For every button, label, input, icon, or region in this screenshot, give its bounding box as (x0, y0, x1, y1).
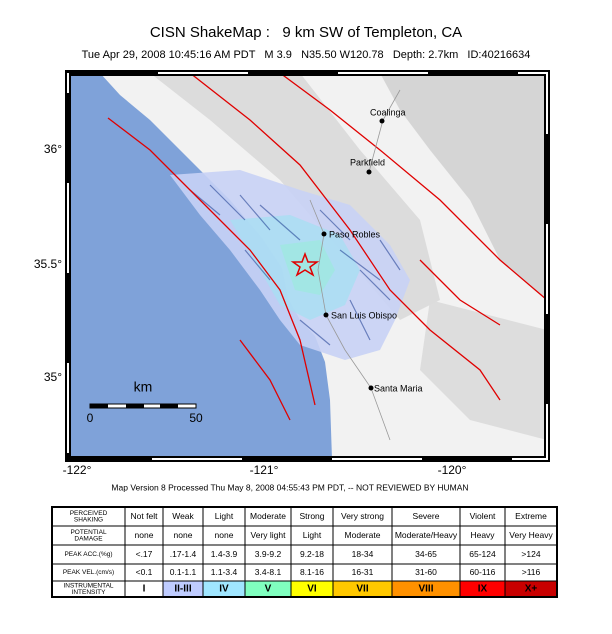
city-marker (366, 169, 372, 175)
legend-cell-text: 1.4-3.9 (211, 549, 238, 559)
legend-cell-text: Severe (413, 511, 440, 521)
legend-cell-text: Violent (470, 511, 496, 521)
legend-cell-text: 3.4-8.1 (255, 567, 282, 577)
city-marker (368, 385, 374, 391)
longitude-label: -122° (63, 463, 92, 477)
legend-cell-text: Moderate (345, 530, 381, 540)
city-label: Santa Maria (374, 383, 423, 393)
faults (107, 73, 547, 421)
scale-unit: km (134, 379, 153, 395)
legend-cell-text: V (265, 584, 272, 595)
legend-cell-text: 1.1-3.4 (211, 567, 238, 577)
longitude-label: -120° (438, 463, 467, 477)
city-label: Coalinga (370, 107, 406, 117)
legend-cell-text: Moderate/Heavy (395, 530, 458, 540)
ocean (68, 73, 332, 459)
legend-cell-text: Strong (299, 511, 324, 521)
latitude-label: 35° (44, 370, 62, 384)
legend-cell-text: 34-65 (415, 549, 437, 559)
legend-row-label: POTENTIAL (70, 529, 107, 536)
legend-cell-text: X+ (525, 584, 538, 595)
terrain (380, 73, 547, 300)
scale-bar (89, 403, 197, 409)
legend-row-label: PEAK ACC.(%g) (64, 551, 112, 558)
subtitle: Tue Apr 29, 2008 10:45:16 AM PDT M 3.9 N… (82, 49, 531, 61)
scale-label: 0 (87, 411, 94, 425)
legend-row-label: DAMAGE (74, 535, 103, 542)
legend-cell-text: none (174, 530, 193, 540)
city-marker (321, 231, 327, 237)
legend-row-label: INSTRUMENTAL (63, 582, 113, 589)
legend-border (51, 506, 558, 598)
city-label: San Luis Obispo (331, 310, 397, 320)
legend-cell-text: Extreme (515, 511, 547, 521)
legend-cell-text: 31-60 (415, 567, 437, 577)
legend-cell-text: Heavy (470, 530, 495, 540)
legend-cell-text: Moderate (250, 511, 286, 521)
legend-cell-text: >116 (522, 567, 541, 577)
map (68, 73, 547, 459)
terrain (420, 300, 547, 440)
legend-cell-text: 8.1-16 (300, 567, 324, 577)
legend-cell-text: none (135, 530, 154, 540)
legend-cell-text: <.17 (136, 549, 153, 559)
latitude-label: 36° (44, 142, 62, 156)
legend-cell-text: VII (356, 584, 368, 595)
latitude-label: 35.5° (34, 257, 62, 271)
legend-cell-text: Light (215, 511, 234, 521)
scale-label: 50 (189, 411, 203, 425)
legend-cell-text: 65-124 (469, 549, 496, 559)
legend-cell-text: Not felt (131, 511, 159, 521)
legend-cell-text: II-III (174, 584, 191, 595)
legend-cell-text: Very strong (341, 511, 384, 521)
legend-cell-text: Light (303, 530, 322, 540)
legend-row-label: PERCEIVED (70, 510, 108, 517)
intensity-zone (280, 240, 335, 295)
city-marker (379, 118, 385, 124)
legend-row-label: INTENSITY (72, 589, 107, 596)
legend-cell-text: IX (478, 584, 488, 595)
legend-cell-text: 3.9-9.2 (255, 549, 282, 559)
footer: Map Version 8 Processed Thu May 8, 2008 … (111, 482, 468, 492)
epicenter (290, 251, 320, 277)
legend-cell-text: .17-1.4 (170, 549, 197, 559)
relief (189, 184, 401, 346)
legend-cell-text: IV (219, 584, 229, 595)
legend-row-label: SHAKING (74, 516, 103, 523)
legend-row-label: PEAK VEL.(cm/s) (63, 569, 114, 576)
city-label: Paso Robles (329, 229, 381, 239)
longitude-label: -121° (250, 463, 279, 477)
city-label: Parkfield (350, 157, 385, 167)
legend-cell-text: Weak (172, 511, 194, 521)
legend-cell-text: 0.1-1.1 (170, 567, 197, 577)
legend-cell-text: I (143, 584, 146, 595)
title: CISN ShakeMap : 9 km SW of Templeton, CA (150, 24, 462, 41)
legend-cell-text: VI (307, 584, 317, 595)
legend-cell-text: Very light (251, 530, 287, 540)
legend-cell-text: >124 (521, 549, 540, 559)
legend-cell-text: 9.2-18 (300, 549, 324, 559)
legend-cell-text: Very Heavy (509, 530, 553, 540)
legend-cell-text: 60-116 (470, 567, 496, 577)
map-frame-ticks (67, 72, 548, 460)
legend-cell-text: 16-31 (352, 567, 374, 577)
legend-cell-text: VIII (418, 584, 433, 595)
legend-cell-text: <0.1 (136, 567, 153, 577)
legend-cell-text: none (215, 530, 234, 540)
city-marker (323, 312, 329, 318)
legend-cell-text: 18-34 (352, 549, 374, 559)
